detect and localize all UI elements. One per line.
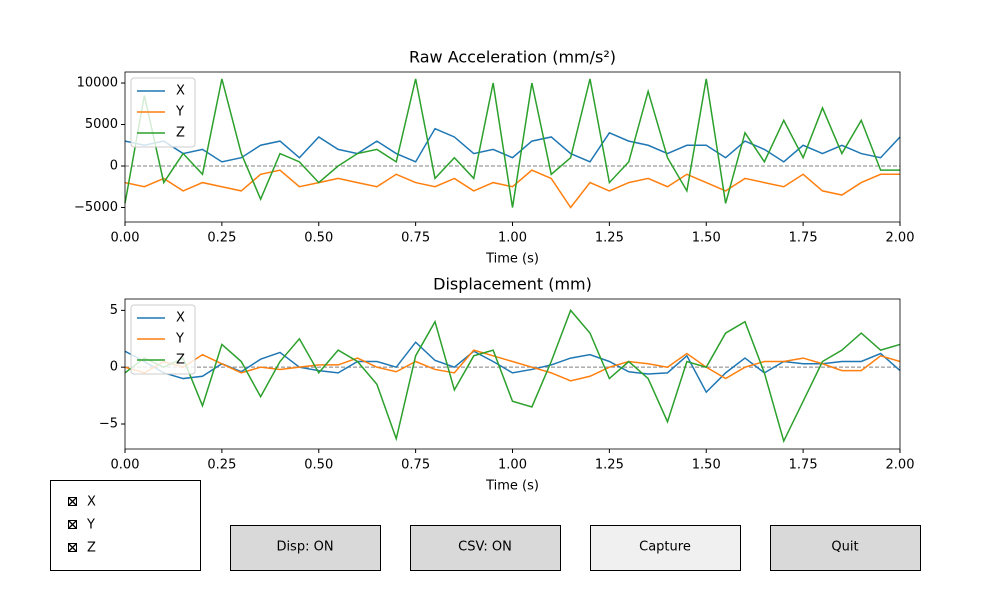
y-tick-label: 0 bbox=[110, 158, 118, 173]
button-face[interactable] bbox=[770, 525, 921, 571]
series-line bbox=[124, 78, 900, 208]
x-tick-label: 1.00 bbox=[498, 231, 527, 246]
checkbox-label: X bbox=[87, 495, 96, 510]
x-tick-label: 1.50 bbox=[692, 458, 721, 473]
x-tick-label: 1.25 bbox=[595, 231, 624, 246]
legend-label: Z bbox=[176, 353, 185, 368]
x-axis-label: Time (s) bbox=[485, 479, 539, 494]
legend-label: Z bbox=[176, 126, 185, 141]
checkbox[interactable]: Z bbox=[68, 541, 97, 556]
x-tick-label: 0.75 bbox=[401, 458, 430, 473]
button-label[interactable]: Disp: ON bbox=[276, 540, 333, 555]
y-tick-label: 5000 bbox=[85, 117, 118, 132]
checkbox-check bbox=[68, 497, 77, 506]
x-tick-label: 1.75 bbox=[789, 458, 818, 473]
button[interactable]: Disp: ON bbox=[230, 525, 381, 571]
button-label[interactable]: Quit bbox=[831, 540, 858, 555]
legend-label: X bbox=[176, 84, 185, 99]
button[interactable]: Quit bbox=[770, 525, 921, 571]
x-tick-label: 0.75 bbox=[401, 231, 430, 246]
y-tick-label: 0 bbox=[110, 360, 118, 375]
x-tick-label: 2.00 bbox=[886, 458, 915, 473]
chart-title: Raw Acceleration (mm/s²) bbox=[409, 48, 616, 67]
x-tick-label: 0.50 bbox=[304, 231, 333, 246]
button-face[interactable] bbox=[230, 525, 381, 571]
series-line bbox=[124, 341, 901, 394]
series-line bbox=[124, 127, 901, 163]
series-line bbox=[124, 349, 901, 382]
legend-label: Y bbox=[175, 105, 184, 120]
y-tick-label: 5 bbox=[110, 303, 118, 318]
checkbox-label: Z bbox=[87, 541, 96, 556]
checkbox-panel: XYZ bbox=[50, 480, 201, 571]
x-tick-label: 0.50 bbox=[304, 458, 333, 473]
y-tick-label: 10000 bbox=[77, 76, 118, 91]
y-tick-label: −5000 bbox=[74, 200, 118, 215]
button-label[interactable]: Capture bbox=[639, 540, 691, 555]
x-tick-label: 1.50 bbox=[692, 231, 721, 246]
checkbox-label: Y bbox=[86, 518, 95, 533]
x-tick-label: 1.25 bbox=[595, 458, 624, 473]
legend-label: Y bbox=[175, 332, 184, 347]
x-tick-label: 0.25 bbox=[207, 458, 236, 473]
x-tick-label: 2.00 bbox=[886, 231, 915, 246]
chart-title: Displacement (mm) bbox=[433, 275, 592, 294]
series-line bbox=[124, 308, 901, 444]
button-face[interactable] bbox=[410, 525, 561, 571]
checkbox[interactable]: Y bbox=[68, 518, 96, 533]
checkbox-check bbox=[68, 543, 77, 552]
checkbox[interactable]: X bbox=[68, 495, 97, 510]
button[interactable]: CSV: ON bbox=[410, 525, 561, 571]
button[interactable]: Capture bbox=[590, 525, 741, 571]
x-tick-label: 1.00 bbox=[498, 458, 527, 473]
legend-label: X bbox=[176, 311, 185, 326]
x-tick-label: 0.00 bbox=[111, 458, 140, 473]
x-tick-label: 0.00 bbox=[111, 231, 140, 246]
button-label[interactable]: CSV: ON bbox=[458, 540, 512, 555]
x-tick-label: 0.25 bbox=[207, 231, 236, 246]
series-line bbox=[124, 169, 900, 209]
x-tick-label: 1.75 bbox=[789, 231, 818, 246]
checkbox-check bbox=[68, 520, 77, 529]
y-tick-label: −5 bbox=[99, 417, 118, 432]
x-axis-label: Time (s) bbox=[485, 252, 539, 267]
button-face[interactable] bbox=[590, 525, 741, 571]
